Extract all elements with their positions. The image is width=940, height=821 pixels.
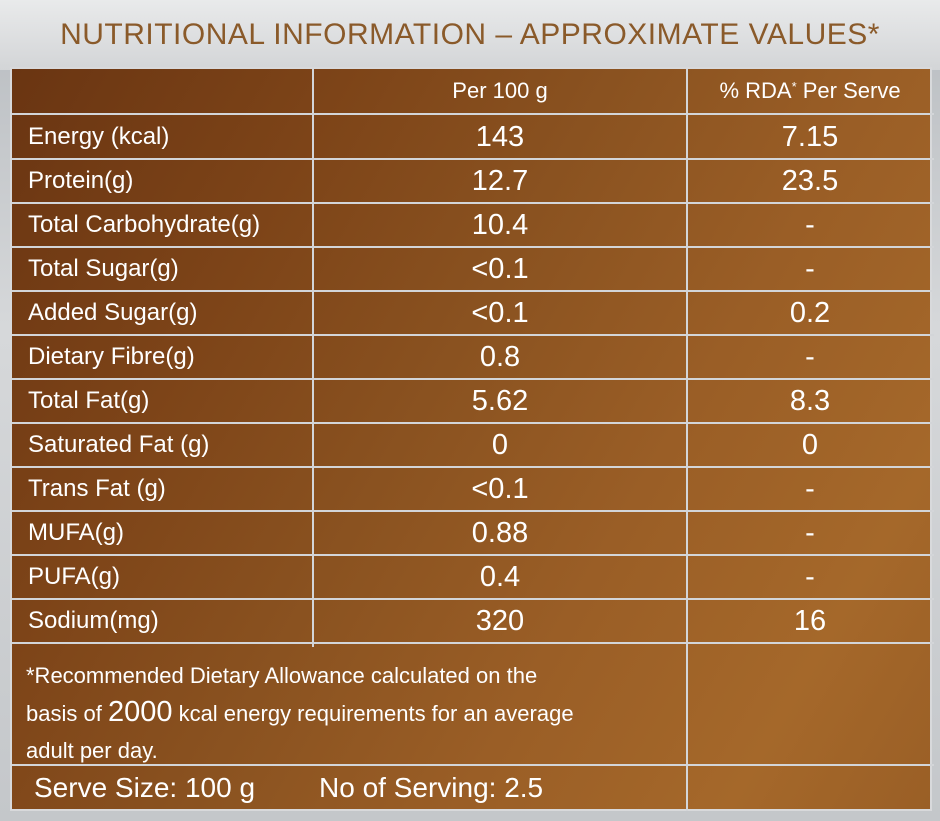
per-100g-value: 0.4 (479, 560, 521, 593)
footnote-line-2: basis of 2000 kcal energy requirements f… (26, 696, 574, 728)
per-100g-value: <0.1 (471, 296, 529, 329)
nutrient-name: Trans Fat (g) (28, 475, 166, 502)
rda-value: - (805, 516, 815, 549)
nutrient-name: Total Sugar(g) (28, 255, 179, 282)
row-divider (12, 290, 934, 292)
header-divider (12, 113, 934, 115)
per-100g-value: 5.62 (471, 384, 529, 417)
row-divider (12, 598, 934, 600)
row-divider (12, 378, 934, 380)
row-divider (12, 158, 934, 160)
row-divider (12, 422, 934, 424)
per-100g-value: <0.1 (471, 472, 529, 505)
nutrient-name: Total Carbohydrate(g) (28, 211, 261, 238)
nutrient-name: MUFA(g) (28, 519, 124, 546)
rda-value: 0 (801, 428, 819, 461)
row-divider (12, 554, 934, 556)
footnote-line-1: *Recommended Dietary Allowance calculate… (26, 663, 538, 688)
rda-value: - (805, 252, 815, 285)
row-divider (12, 246, 934, 248)
rda-value: - (805, 340, 815, 373)
title-bar: NUTRITIONAL INFORMATION – APPROXIMATE VA… (0, 0, 940, 70)
rda-value: - (805, 560, 815, 593)
column-divider-2 (686, 69, 688, 811)
rda-value: 0.2 (789, 296, 831, 329)
per-100g-value: 10.4 (471, 208, 529, 241)
nutrient-name: Saturated Fat (g) (28, 431, 210, 458)
row-divider (12, 642, 934, 644)
header-rda: % RDA * Per Serve (688, 69, 932, 113)
row-divider (12, 334, 934, 336)
footnote-line-3: adult per day. (26, 738, 158, 763)
nutrient-name: Energy (kcal) (28, 123, 170, 150)
column-divider-1 (312, 69, 314, 647)
footnote-kcal-value: 2000 (107, 696, 173, 728)
per-100g-value: 143 (475, 120, 525, 153)
nutrient-name: Sodium(mg) (28, 607, 159, 634)
serve-size: Serve Size: 100 g (34, 772, 256, 803)
per-100g-value: 0.8 (479, 340, 521, 373)
number-of-servings: No of Serving: 2.5 (319, 772, 544, 803)
rda-value: 7.15 (781, 120, 839, 153)
nutrient-name: Protein(g) (28, 167, 134, 194)
nutrient-name: Added Sugar(g) (28, 299, 198, 326)
per-100g-value: 0.88 (471, 516, 529, 549)
per-100g-value: 12.7 (471, 164, 529, 197)
row-divider (12, 466, 934, 468)
page-title: NUTRITIONAL INFORMATION – APPROXIMATE VA… (60, 18, 880, 51)
nutrition-table: Per 100 g % RDA * Per Serve Energy (kcal)… (10, 67, 934, 811)
header-per-100g-label: Per 100 g (452, 78, 548, 103)
row-divider (12, 510, 934, 512)
row-divider (12, 202, 934, 204)
header-rda-label: % RDA (719, 78, 792, 103)
nutrient-name: Dietary Fibre(g) (28, 343, 195, 370)
rda-value: - (805, 472, 815, 505)
rda-value: 23.5 (781, 164, 839, 197)
nutrient-name: PUFA(g) (28, 563, 121, 590)
per-100g-value: 320 (475, 604, 525, 637)
rda-value: - (805, 208, 815, 241)
rda-value: 16 (793, 604, 827, 637)
nutrient-name: Total Fat(g) (28, 387, 150, 414)
rda-value: 8.3 (789, 384, 831, 417)
per-100g-value: <0.1 (471, 252, 529, 285)
per-100g-value: 0 (491, 428, 509, 461)
header-per-100g: Per 100 g (314, 69, 686, 113)
footnote-divider (12, 764, 934, 766)
header-rda-suffix: Per Serve (796, 78, 901, 103)
header-rda-asterisk: * (791, 78, 797, 94)
footnote: *Recommended Dietary Allowance calculate… (26, 657, 676, 769)
